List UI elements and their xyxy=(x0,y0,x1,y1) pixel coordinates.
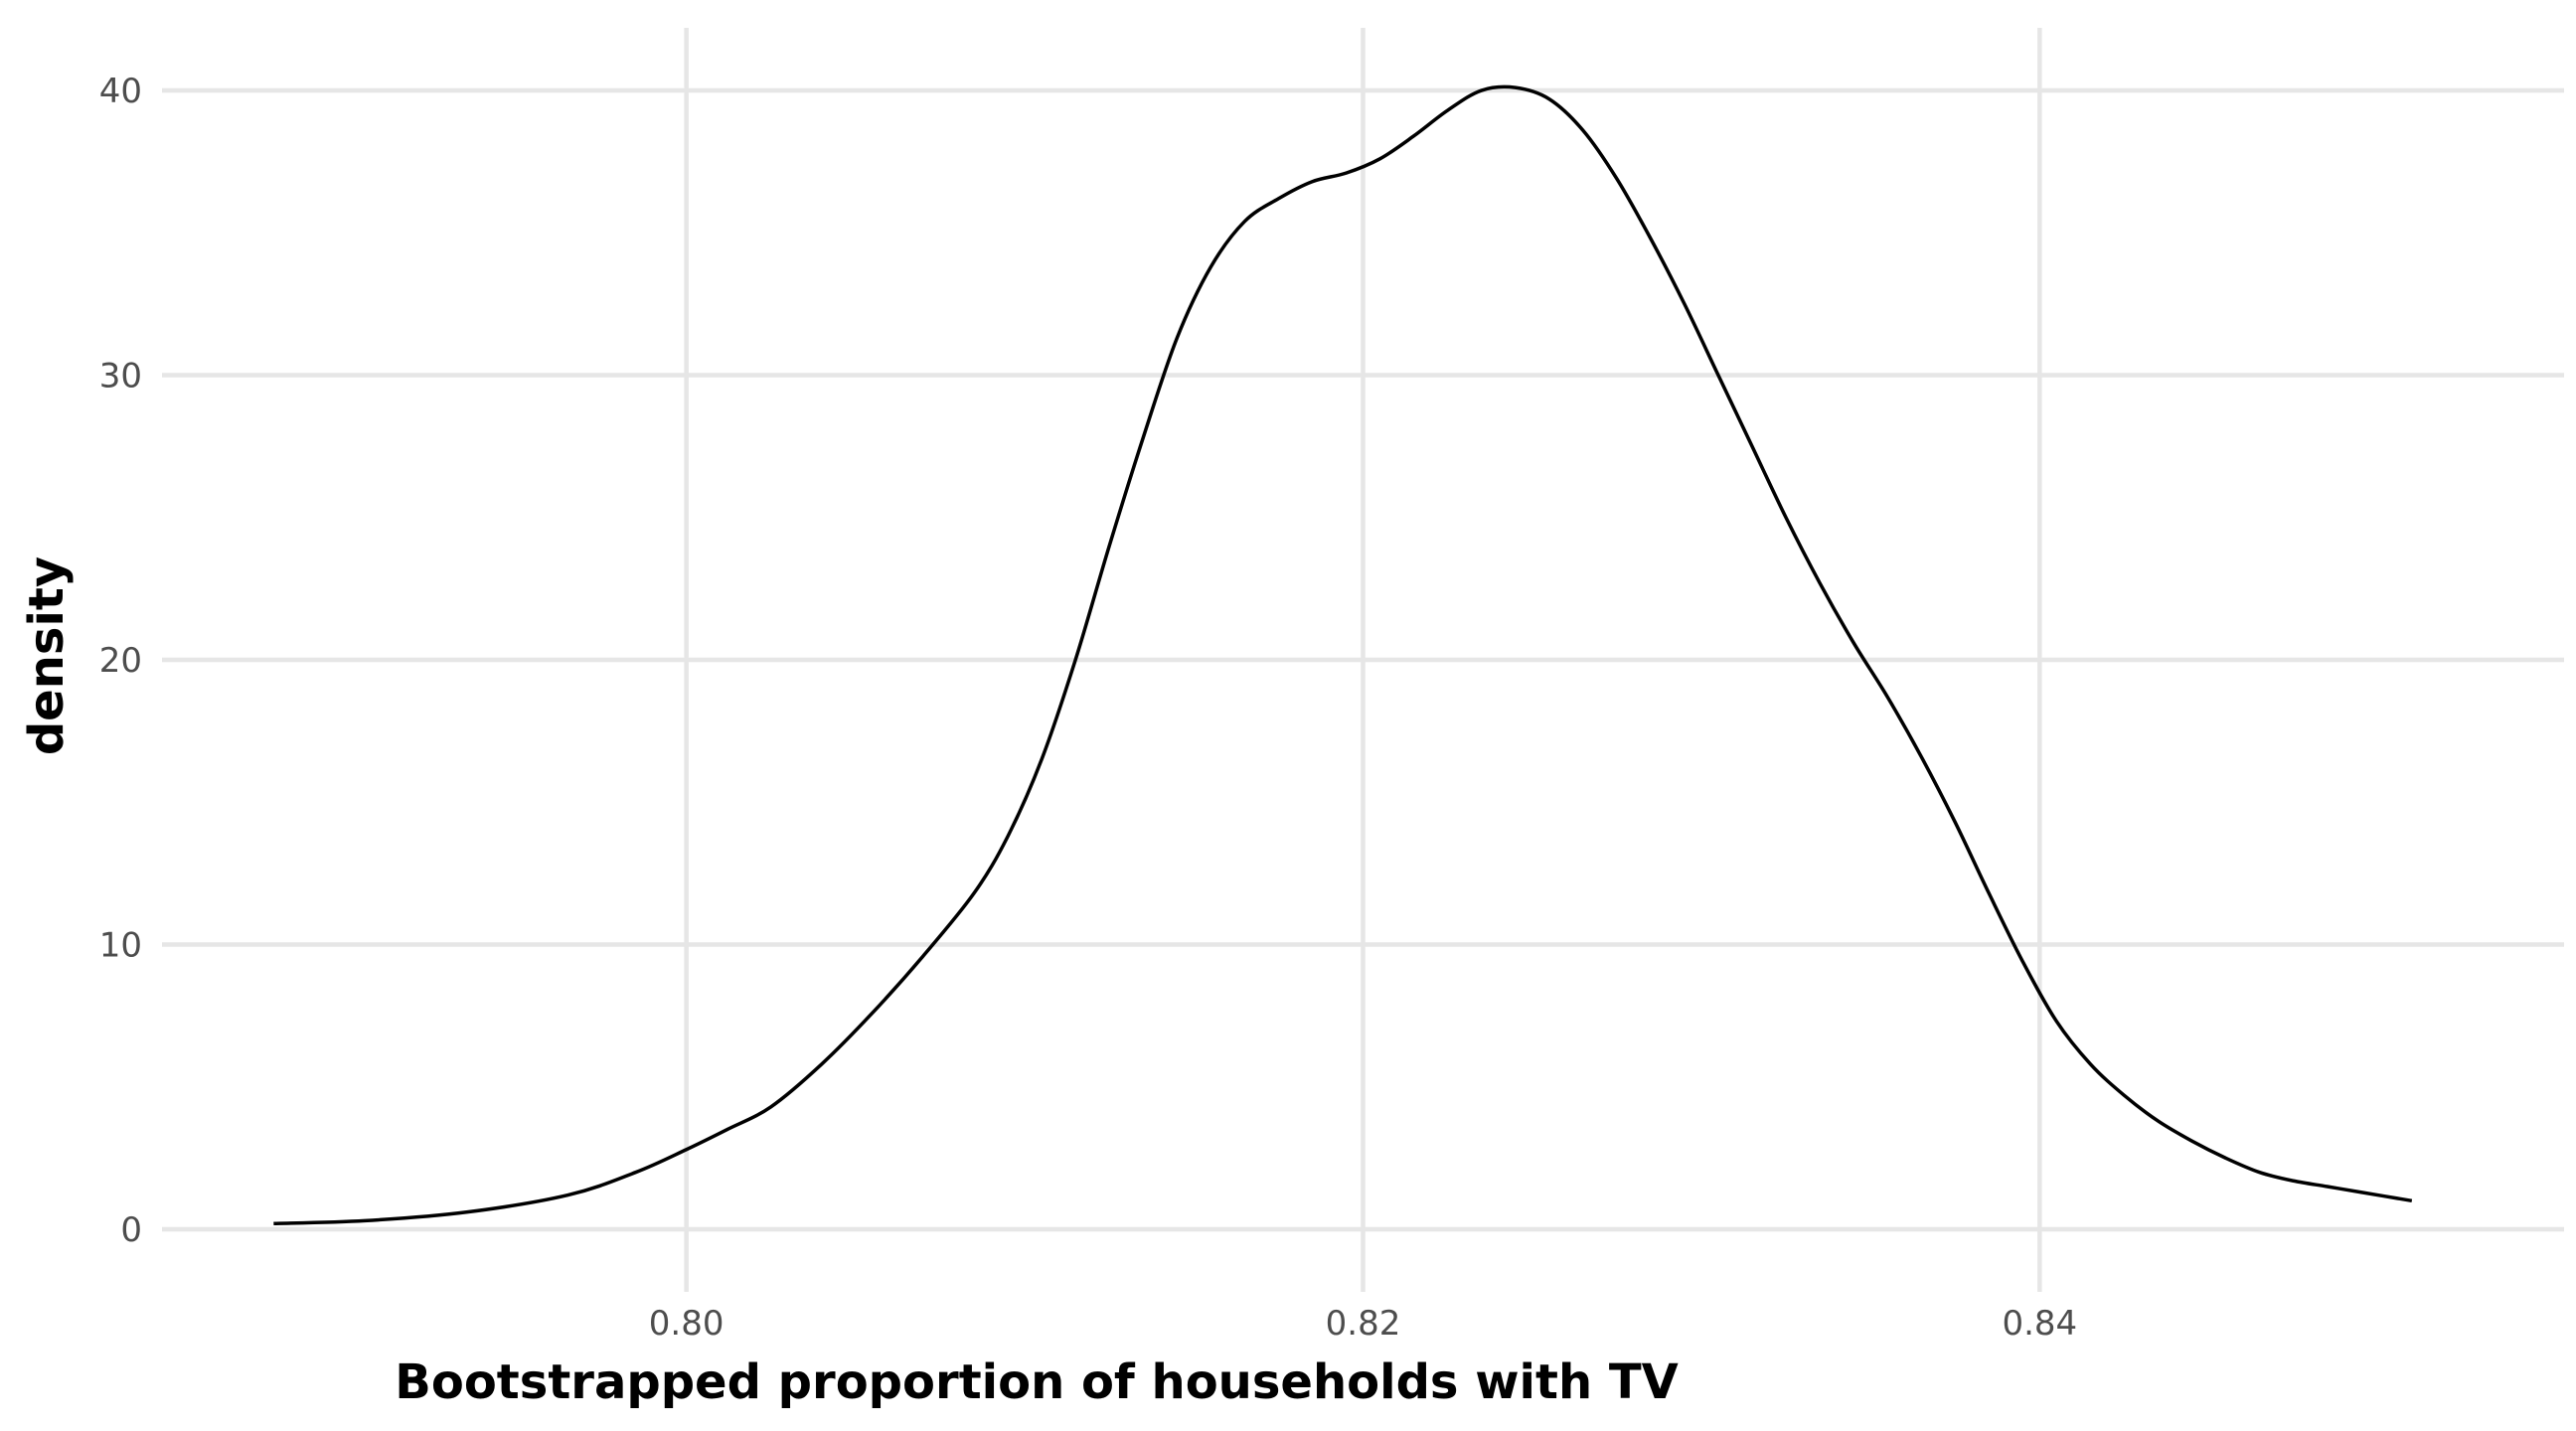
x-tick-label-1: 0.82 xyxy=(1326,1304,1401,1344)
horizontal-gridlines xyxy=(162,87,2564,1232)
y-tick-label-4: 40 xyxy=(99,72,142,111)
y-tick-label-0: 0 xyxy=(120,1210,142,1250)
y-tick-label-2: 20 xyxy=(99,641,142,681)
density-series xyxy=(273,84,2413,1225)
y-axis-ticks: 0 10 20 30 40 xyxy=(99,72,142,1250)
x-axis-title: Bootstrapped proportion of households wi… xyxy=(395,1354,1678,1410)
x-tick-label-2: 0.84 xyxy=(2002,1304,2077,1344)
density-curve-0 xyxy=(273,84,2413,1225)
y-axis-title: density xyxy=(19,556,75,755)
x-tick-label-0: 0.80 xyxy=(649,1304,724,1344)
y-tick-label-1: 10 xyxy=(99,925,142,965)
y-tick-label-3: 30 xyxy=(99,357,142,397)
x-axis-ticks: 0.80 0.82 0.84 xyxy=(649,1304,2077,1344)
